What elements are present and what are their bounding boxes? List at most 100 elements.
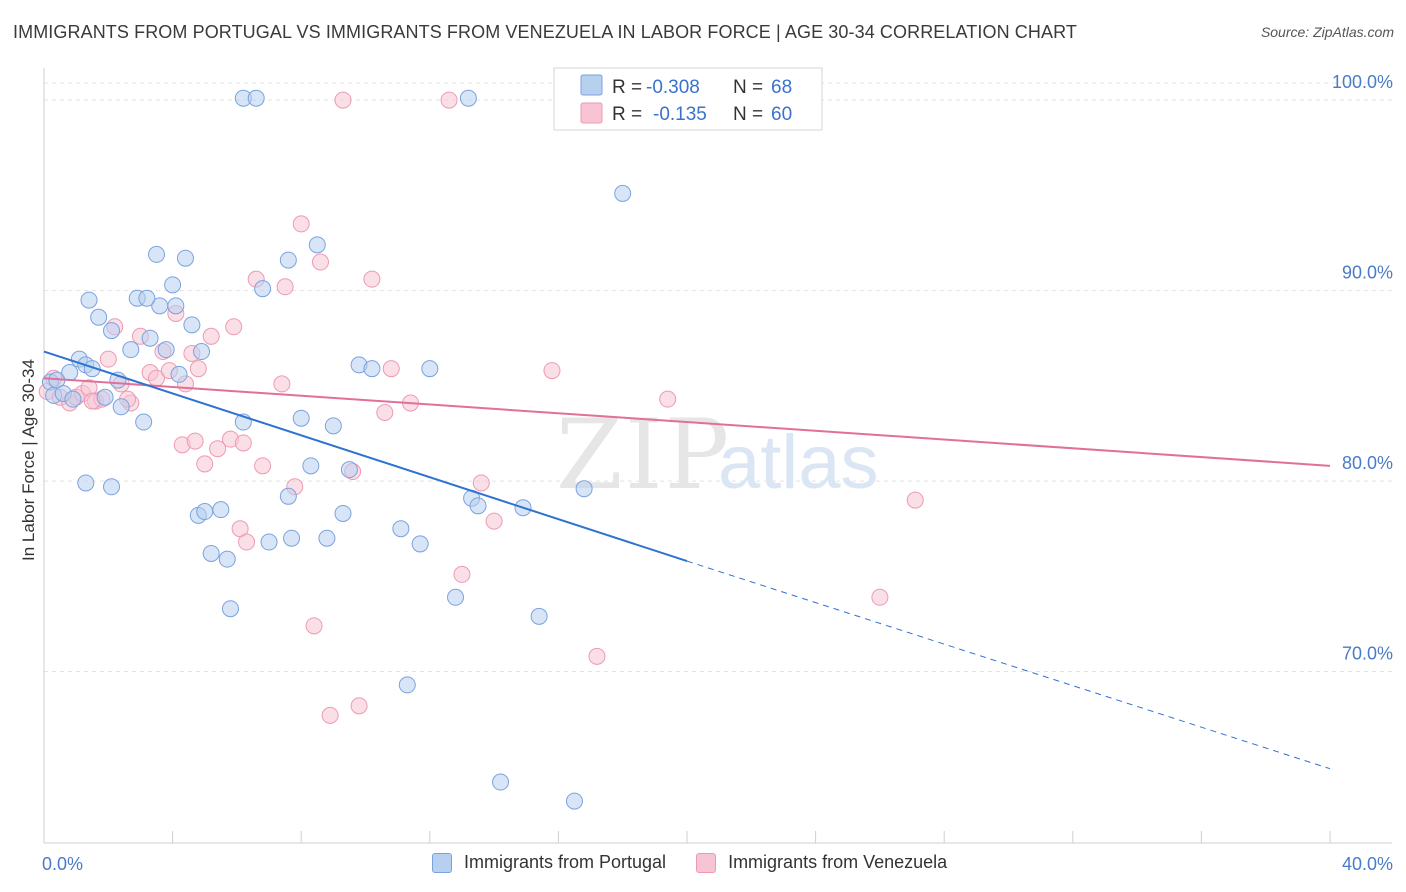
venezuela-point: [543, 362, 561, 380]
x-tick-label-max: 40.0%: [1342, 854, 1393, 874]
portugal-point: [141, 329, 159, 347]
venezuela-point: [209, 440, 227, 458]
axes: [43, 68, 1392, 844]
portugal-point: [83, 360, 101, 378]
legend-swatch-venezuela: [580, 102, 603, 124]
venezuela-point: [588, 647, 606, 665]
legend-swatch-portugal: [580, 74, 603, 96]
venezuela-point: [292, 215, 310, 233]
venezuela-point: [202, 327, 220, 345]
venezuela-point: [196, 455, 214, 473]
venezuela-point: [453, 565, 471, 583]
portugal-point: [469, 497, 487, 515]
legend-swatch-portugal-bottom: [432, 852, 452, 873]
portugal-point: [164, 276, 182, 294]
venezuela-point: [186, 432, 204, 450]
venezuela-trend-line: [43, 377, 1331, 467]
portugal-point: [196, 503, 214, 521]
portugal-point: [221, 600, 239, 618]
portugal-point: [421, 360, 439, 378]
venezuela-point: [99, 350, 117, 368]
portugal-points: [41, 89, 632, 810]
portugal-point: [308, 236, 326, 254]
legend-n-label-venezuela: N =: [733, 104, 763, 125]
venezuela-point: [305, 617, 323, 635]
portugal-point: [398, 676, 416, 694]
venezuela-point: [276, 278, 294, 296]
portugal-point: [193, 343, 211, 361]
portugal-point: [283, 529, 301, 547]
legend-item-venezuela: Immigrants from Venezuela: [696, 852, 947, 873]
y-tick-label: 80.0%: [1342, 453, 1393, 473]
portugal-point: [279, 251, 297, 269]
portugal-point: [77, 474, 95, 492]
venezuela-point: [350, 697, 368, 715]
venezuela-point: [871, 588, 889, 606]
trend-lines: [43, 350, 1331, 770]
portugal-point: [112, 398, 130, 416]
portugal-point: [64, 390, 82, 408]
portugal-point: [103, 478, 121, 496]
portugal-point: [363, 360, 381, 378]
portugal-point: [90, 308, 108, 326]
portugal-point: [340, 461, 358, 479]
legend-r-value-venezuela: -0.135: [653, 104, 707, 125]
portugal-point: [260, 533, 278, 551]
venezuela-point: [254, 457, 272, 475]
venezuela-point: [440, 91, 458, 109]
portugal-point: [176, 249, 194, 267]
legend-r-label-venezuela: R =: [612, 104, 642, 125]
portugal-point: [575, 480, 593, 498]
portugal-trend-line: [43, 350, 688, 563]
portugal-point: [292, 409, 310, 427]
venezuela-point: [906, 491, 924, 509]
venezuela-point: [321, 706, 339, 724]
portugal-point: [157, 341, 175, 359]
y-tick-label: 70.0%: [1342, 644, 1393, 664]
portugal-point: [103, 322, 121, 340]
portugal-point: [530, 607, 548, 625]
venezuela-point: [363, 270, 381, 288]
venezuela-point: [334, 91, 352, 109]
portugal-point: [565, 792, 583, 810]
legend-swatch-venezuela-bottom: [696, 852, 717, 873]
y-axis-label: In Labor Force | Age 30-34: [19, 359, 38, 561]
portugal-point: [96, 388, 114, 406]
legend-n-value-portugal: 68: [771, 77, 792, 98]
legend-r-label-portugal: R =: [612, 77, 642, 98]
y-tick-label: 90.0%: [1342, 263, 1393, 283]
legend-n-value-venezuela: 60: [771, 104, 792, 125]
source-label: Source: ZipAtlas.com: [1260, 24, 1394, 40]
portugal-point: [135, 413, 153, 431]
portugal-point: [138, 289, 156, 307]
portugal-point: [411, 535, 429, 553]
portugal-point: [212, 501, 230, 519]
portugal-point: [247, 89, 265, 107]
venezuela-point: [485, 512, 503, 530]
y-tick-label: 100.0%: [1332, 72, 1393, 92]
portugal-point: [447, 588, 465, 606]
gridlines: [44, 82, 1395, 673]
venezuela-point: [382, 360, 400, 378]
chart-title: IMMIGRANTS FROM PORTUGAL VS IMMIGRANTS F…: [13, 22, 1077, 42]
portugal-point: [392, 520, 410, 538]
portugal-point: [614, 184, 632, 202]
portugal-point: [318, 529, 336, 547]
venezuela-point: [189, 360, 207, 378]
portugal-point: [492, 773, 510, 791]
portugal-point: [170, 365, 188, 383]
portugal-point: [218, 550, 236, 568]
venezuela-point: [234, 434, 252, 452]
portugal-point: [202, 544, 220, 562]
venezuela-point: [659, 390, 677, 408]
legend-item-portugal: Immigrants from Portugal: [432, 852, 666, 873]
series-legend: Immigrants from Portugal Immigrants from…: [432, 852, 977, 873]
portugal-point: [334, 504, 352, 522]
venezuela-point: [472, 474, 490, 492]
portugal-point: [80, 291, 98, 309]
venezuela-point: [238, 533, 256, 551]
portugal-trend-extension: [686, 560, 1331, 770]
venezuela-point: [273, 375, 291, 393]
legend-n-label-portugal: N =: [733, 77, 763, 98]
